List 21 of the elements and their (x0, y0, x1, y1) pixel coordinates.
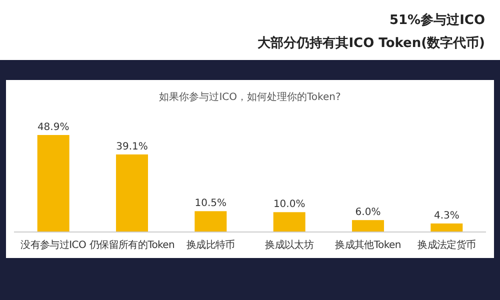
data-label: 39.1% (116, 141, 148, 152)
data-label: 10.0% (273, 199, 306, 210)
x-tick-label: 换成法定货币 (418, 239, 476, 251)
bar (37, 135, 70, 232)
data-label: 6.0% (355, 207, 381, 218)
data-label: 4.3% (434, 210, 460, 222)
text: 如果你参与过ICO，如何处理你的Token? (159, 91, 341, 103)
data-label: 10.5% (194, 198, 227, 210)
x-tick-label: 换成以太坊 (265, 239, 314, 251)
bar (194, 211, 227, 232)
x-tick-label: 仍保留所有的Token (88, 239, 175, 251)
bar (116, 154, 148, 232)
x-tick-label: 换成其他Token (335, 239, 401, 251)
chart-subtitle: 大部分仍持有其ICO Token(数字代币) (258, 35, 485, 51)
bar (273, 212, 306, 232)
x-tick-label: 没有参与过ICO (20, 239, 86, 251)
bar (430, 223, 463, 232)
data-label: 48.9% (37, 122, 70, 133)
bar (352, 220, 384, 232)
chart-title: 51%参与过ICO (389, 12, 485, 28)
x-tick-label: 换成比特币 (186, 239, 236, 251)
